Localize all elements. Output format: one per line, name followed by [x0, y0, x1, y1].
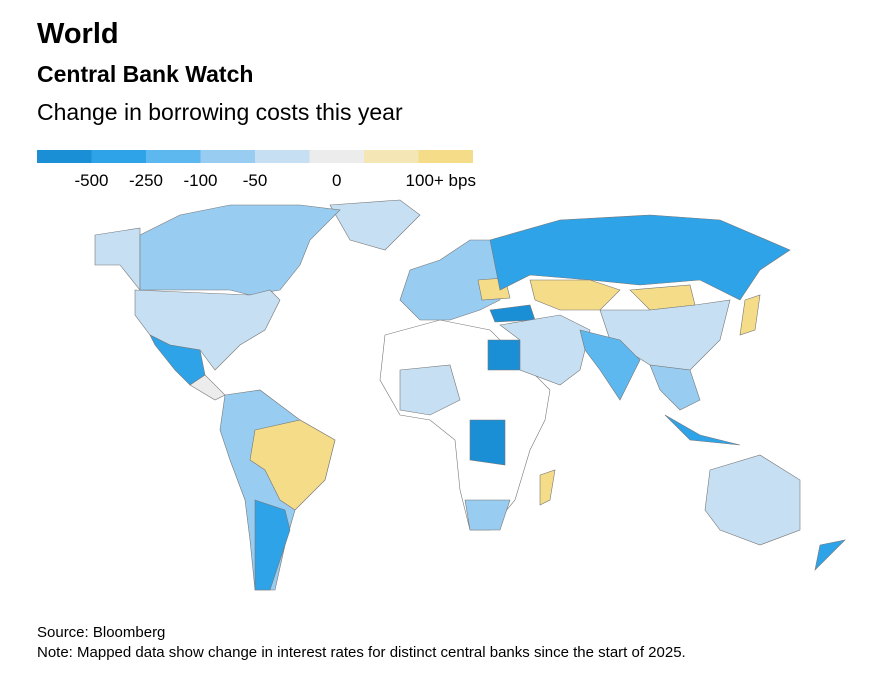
- usa: [134, 289, 281, 371]
- kazakhstan: [529, 279, 621, 311]
- alaska: [94, 227, 141, 291]
- russia: [489, 214, 791, 301]
- source: Source: Bloomberg: [37, 624, 166, 641]
- legend-label: 100+ bps: [406, 171, 476, 190]
- legend-swatch: [309, 150, 364, 163]
- legend-swatch: [418, 150, 473, 163]
- legend-swatch: [364, 150, 419, 163]
- legend-label: -50: [243, 171, 268, 190]
- india: [579, 329, 641, 401]
- legend-label: -250: [129, 171, 163, 190]
- egypt: [487, 339, 521, 371]
- title: World: [37, 18, 119, 50]
- legend-label: -100: [183, 171, 217, 190]
- legend-swatch: [200, 150, 255, 163]
- legend-swatch: [255, 150, 310, 163]
- brazil: [249, 419, 336, 511]
- dr-congo: [469, 419, 506, 466]
- west-africa: [399, 364, 461, 416]
- subtitle: Central Bank Watch: [37, 61, 254, 87]
- greenland: [329, 199, 421, 251]
- note: Note: Mapped data show change in interes…: [37, 644, 686, 661]
- legend-label: -500: [74, 171, 108, 190]
- canada: [139, 204, 341, 296]
- japan: [739, 294, 761, 336]
- turkey: [489, 304, 536, 323]
- madagascar: [539, 469, 556, 506]
- legend-swatch: [146, 150, 201, 163]
- southeast-asia: [649, 364, 701, 411]
- legend-swatch: [91, 150, 146, 163]
- legend-swatch: [37, 150, 92, 163]
- argentina: [254, 499, 291, 591]
- legend-label: 0: [332, 171, 341, 190]
- southern-africa: [464, 499, 511, 531]
- indonesia: [664, 414, 741, 446]
- new-zealand: [814, 539, 846, 571]
- middle-east: [499, 314, 591, 386]
- description: Change in borrowing costs this year: [37, 99, 403, 125]
- australia: [704, 454, 801, 546]
- world-map: [94, 199, 846, 591]
- legend: -500 -250 -100 -50 0 100+ bps: [37, 150, 476, 190]
